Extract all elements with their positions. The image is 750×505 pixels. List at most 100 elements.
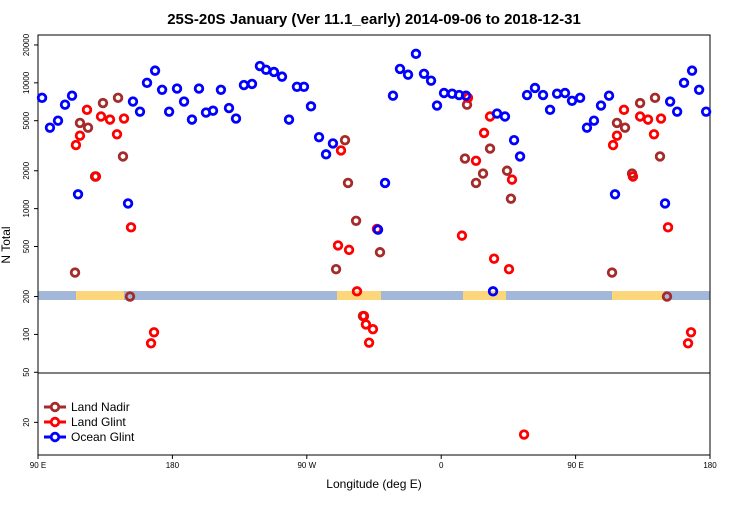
point <box>685 327 697 338</box>
point <box>215 84 227 96</box>
point <box>627 171 639 182</box>
point <box>36 92 48 104</box>
point <box>431 100 443 111</box>
point <box>402 69 414 80</box>
point <box>268 66 280 78</box>
x-axis-label: Longitude (deg E) <box>326 477 421 491</box>
point <box>470 177 482 189</box>
point <box>367 324 379 335</box>
x-tick-label: 180 <box>166 461 180 470</box>
legend-marker <box>49 416 61 428</box>
point <box>343 244 355 256</box>
point <box>387 90 399 101</box>
point <box>611 117 623 129</box>
point <box>606 267 618 278</box>
point <box>425 75 437 86</box>
point <box>544 104 556 116</box>
point <box>52 115 64 126</box>
legend-marker <box>49 401 61 413</box>
point <box>521 89 533 101</box>
x-tick-label: 90 E <box>30 461 46 470</box>
point <box>372 224 384 235</box>
point <box>69 267 81 278</box>
point <box>477 168 489 179</box>
point <box>149 65 161 76</box>
point <box>487 286 499 297</box>
point <box>59 99 71 110</box>
point <box>410 48 422 60</box>
point <box>678 77 690 89</box>
x-tick-label: 90 E <box>567 461 583 470</box>
point <box>642 114 654 125</box>
point <box>537 89 549 101</box>
point <box>700 106 712 117</box>
point <box>634 97 646 109</box>
point <box>456 230 468 241</box>
point <box>351 286 363 297</box>
point <box>588 115 600 126</box>
point <box>559 87 571 99</box>
x-tick-label: 90 W <box>297 461 316 470</box>
point <box>503 263 515 275</box>
point <box>320 149 332 160</box>
plot-frame <box>37 34 711 456</box>
y-tick-label: 100 <box>22 327 31 341</box>
point <box>44 122 56 133</box>
y-tick-label: 200 <box>22 289 31 303</box>
point <box>118 113 130 124</box>
point <box>148 327 160 338</box>
x-tick-label: 180 <box>703 461 717 470</box>
point <box>104 114 116 125</box>
point <box>163 106 175 117</box>
point <box>478 127 490 139</box>
point <box>95 111 107 122</box>
point <box>363 337 375 348</box>
point <box>360 319 372 330</box>
point <box>664 96 676 107</box>
point <box>82 122 94 133</box>
series-1 <box>70 92 697 440</box>
point <box>72 189 84 200</box>
series-2 <box>36 48 712 297</box>
point <box>654 151 666 162</box>
point <box>305 101 317 112</box>
point <box>379 177 391 189</box>
point <box>609 189 621 200</box>
point <box>81 104 93 116</box>
point <box>330 263 342 275</box>
point <box>127 96 139 107</box>
point <box>505 193 517 204</box>
land-strip <box>612 291 664 300</box>
point <box>74 117 86 129</box>
point <box>117 151 129 162</box>
point <box>156 84 168 96</box>
point <box>125 222 137 233</box>
point <box>66 90 78 101</box>
point <box>193 83 205 94</box>
point <box>662 222 674 233</box>
point <box>595 100 607 111</box>
point <box>283 114 295 125</box>
point <box>418 68 430 79</box>
point <box>603 90 615 101</box>
legend-label: Land Glint <box>71 415 126 429</box>
point <box>581 122 593 133</box>
point <box>276 71 288 82</box>
point <box>246 78 258 90</box>
point <box>488 253 500 264</box>
point <box>518 429 530 440</box>
point <box>134 106 146 117</box>
point <box>611 130 623 141</box>
land-strip <box>76 291 124 300</box>
point <box>655 113 667 124</box>
land-strip <box>463 291 506 300</box>
point <box>499 111 511 122</box>
legend-label: Land Nadir <box>71 400 130 414</box>
point <box>112 92 124 104</box>
point <box>693 84 705 96</box>
point <box>514 151 526 162</box>
point <box>484 143 496 154</box>
point <box>394 63 406 75</box>
